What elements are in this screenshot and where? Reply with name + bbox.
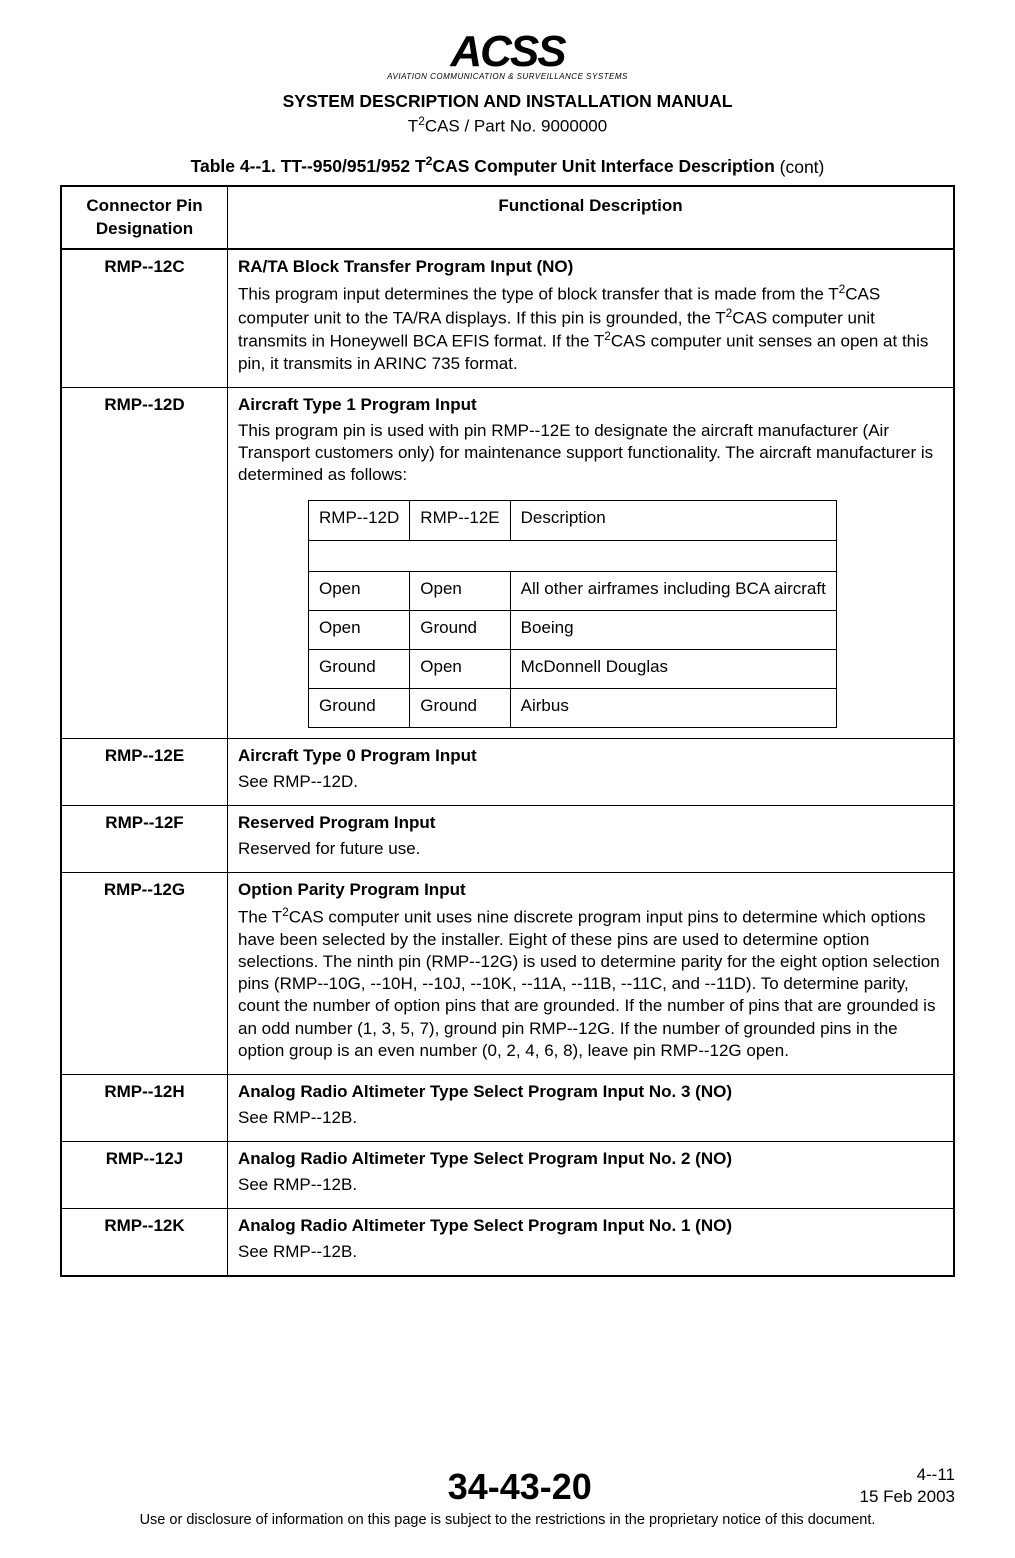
subtable-cell: Open bbox=[309, 610, 410, 649]
pin-cell: RMP--12F bbox=[61, 806, 228, 873]
subtable-row: OpenOpenAll other airframes including BC… bbox=[309, 571, 837, 610]
caption-bold: Table 4--1. TT--950/951/952 T2CAS Comput… bbox=[191, 156, 775, 176]
pin-cell: RMP--12D bbox=[61, 388, 228, 739]
subtable-header: RMP--12E bbox=[410, 501, 510, 540]
desc-body: The T2CAS computer unit uses nine discre… bbox=[238, 905, 943, 1061]
page-number: 4--11 bbox=[917, 1465, 955, 1484]
desc-title: Option Parity Program Input bbox=[238, 879, 943, 901]
caption-cont: (cont) bbox=[775, 156, 825, 176]
logo-block: ACSS AVIATION COMMUNICATION & SURVEILLAN… bbox=[60, 30, 955, 81]
desc-body: See RMP--12B. bbox=[238, 1241, 943, 1263]
caption-pre: Table 4--1. TT--950/951/952 T bbox=[191, 156, 426, 176]
table-header-row: Connector Pin Designation Functional Des… bbox=[61, 186, 954, 248]
subtable-cell: Open bbox=[410, 571, 510, 610]
logo-text: ACSS bbox=[60, 30, 955, 74]
manual-title: SYSTEM DESCRIPTION AND INSTALLATION MANU… bbox=[60, 91, 955, 112]
pin-cell: RMP--12K bbox=[61, 1209, 228, 1277]
subtable-row: GroundGroundAirbus bbox=[309, 688, 837, 727]
table-row: RMP--12J Analog Radio Altimeter Type Sele… bbox=[61, 1141, 954, 1208]
desc-body: See RMP--12B. bbox=[238, 1174, 943, 1196]
table-row: RMP--12D Aircraft Type 1 Program Input Thi… bbox=[61, 388, 954, 739]
manual-subtitle: T2CAS / Part No. 9000000 bbox=[60, 114, 955, 137]
desc-title: Analog Radio Altimeter Type Select Progr… bbox=[238, 1148, 943, 1170]
table-row: RMP--12H Analog Radio Altimeter Type Sele… bbox=[61, 1074, 954, 1141]
subtable-cell: Open bbox=[309, 571, 410, 610]
document-number: 34-43-20 bbox=[180, 1466, 860, 1508]
desc-title: Analog Radio Altimeter Type Select Progr… bbox=[238, 1081, 943, 1103]
desc-cell: Analog Radio Altimeter Type Select Progr… bbox=[228, 1074, 955, 1141]
subtable-cell: Open bbox=[410, 649, 510, 688]
aircraft-type-subtable: RMP--12DRMP--12EDescriptionOpenOpenAll o… bbox=[308, 500, 837, 727]
page-date: 15 Feb 2003 bbox=[860, 1487, 955, 1506]
desc-cell: Analog Radio Altimeter Type Select Progr… bbox=[228, 1141, 955, 1208]
subtable-header: Description bbox=[510, 501, 836, 540]
subtable-cell: Boeing bbox=[510, 610, 836, 649]
table-caption: Table 4--1. TT--950/951/952 T2CAS Comput… bbox=[60, 155, 955, 178]
col-header-desc: Functional Description bbox=[228, 186, 955, 248]
proprietary-note: Use or disclosure of information on this… bbox=[60, 1512, 955, 1528]
table-row: RMP--12F Reserved Program Input Reserved f… bbox=[61, 806, 954, 873]
pin-header-line1: Connector Pin bbox=[86, 196, 202, 215]
subtitle-post: CAS / Part No. 9000000 bbox=[425, 117, 607, 136]
desc-title: Aircraft Type 0 Program Input bbox=[238, 745, 943, 767]
subtable-cell: Ground bbox=[410, 610, 510, 649]
table-row: RMP--12E Aircraft Type 0 Program Input See… bbox=[61, 738, 954, 805]
pin-cell: RMP--12J bbox=[61, 1141, 228, 1208]
desc-cell: Analog Radio Altimeter Type Select Progr… bbox=[228, 1209, 955, 1277]
interface-table: Connector Pin Designation Functional Des… bbox=[60, 185, 955, 1277]
subtable-cell: Ground bbox=[410, 688, 510, 727]
pin-cell: RMP--12E bbox=[61, 738, 228, 805]
subtable-header: RMP--12D bbox=[309, 501, 410, 540]
subtable-cell: All other airframes including BCA aircra… bbox=[510, 571, 836, 610]
page-footer: 34-43-20 4--11 15 Feb 2003 Use or disclo… bbox=[60, 1464, 955, 1528]
desc-title: Aircraft Type 1 Program Input bbox=[238, 394, 943, 416]
document-page: ACSS AVIATION COMMUNICATION & SURVEILLAN… bbox=[0, 0, 1015, 1558]
desc-title: Analog Radio Altimeter Type Select Progr… bbox=[238, 1215, 943, 1237]
desc-body: Reserved for future use. bbox=[238, 838, 943, 860]
pin-cell: RMP--12G bbox=[61, 873, 228, 1074]
subtable-cell: Ground bbox=[309, 688, 410, 727]
caption-post: CAS Computer Unit Interface Description bbox=[433, 156, 775, 176]
desc-body: See RMP--12B. bbox=[238, 1107, 943, 1129]
pin-cell: RMP--12H bbox=[61, 1074, 228, 1141]
desc-body: This program pin is used with pin RMP--1… bbox=[238, 420, 943, 486]
table-row: RMP--12CRA/TA Block Transfer Program Inp… bbox=[61, 249, 954, 388]
table-row: RMP--12K Analog Radio Altimeter Type Sele… bbox=[61, 1209, 954, 1277]
subtitle-pre: T bbox=[408, 117, 418, 136]
table-body: RMP--12CRA/TA Block Transfer Program Inp… bbox=[61, 249, 954, 1277]
desc-cell: Reserved Program Input Reserved for futur… bbox=[228, 806, 955, 873]
logo-subtext: AVIATION COMMUNICATION & SURVEILLANCE SY… bbox=[60, 72, 955, 81]
desc-cell: Option Parity Program Input The T2CAS com… bbox=[228, 873, 955, 1074]
subtable-row: GroundOpenMcDonnell Douglas bbox=[309, 649, 837, 688]
subtable-cell: Ground bbox=[309, 649, 410, 688]
table-row: RMP--12G Option Parity Program Input The T… bbox=[61, 873, 954, 1074]
desc-body: This program input determines the type o… bbox=[238, 282, 943, 375]
subtable-cell: McDonnell Douglas bbox=[510, 649, 836, 688]
subtable-row: OpenGroundBoeing bbox=[309, 610, 837, 649]
pin-cell: RMP--12C bbox=[61, 249, 228, 388]
desc-cell: RA/TA Block Transfer Program Input (NO) T… bbox=[228, 249, 955, 388]
subtitle-sup: 2 bbox=[418, 114, 425, 128]
col-header-pin: Connector Pin Designation bbox=[61, 186, 228, 248]
desc-title: Reserved Program Input bbox=[238, 812, 943, 834]
desc-body: See RMP--12D. bbox=[238, 771, 943, 793]
caption-sup: 2 bbox=[426, 155, 433, 169]
footer-row: 34-43-20 4--11 15 Feb 2003 bbox=[60, 1464, 955, 1508]
desc-cell: Aircraft Type 0 Program Input See RMP--12… bbox=[228, 738, 955, 805]
desc-cell: Aircraft Type 1 Program Input This progra… bbox=[228, 388, 955, 739]
desc-title: RA/TA Block Transfer Program Input (NO) bbox=[238, 256, 943, 278]
page-meta: 4--11 15 Feb 2003 bbox=[860, 1464, 955, 1508]
subtable-cell: Airbus bbox=[510, 688, 836, 727]
pin-header-line2: Designation bbox=[96, 219, 193, 238]
